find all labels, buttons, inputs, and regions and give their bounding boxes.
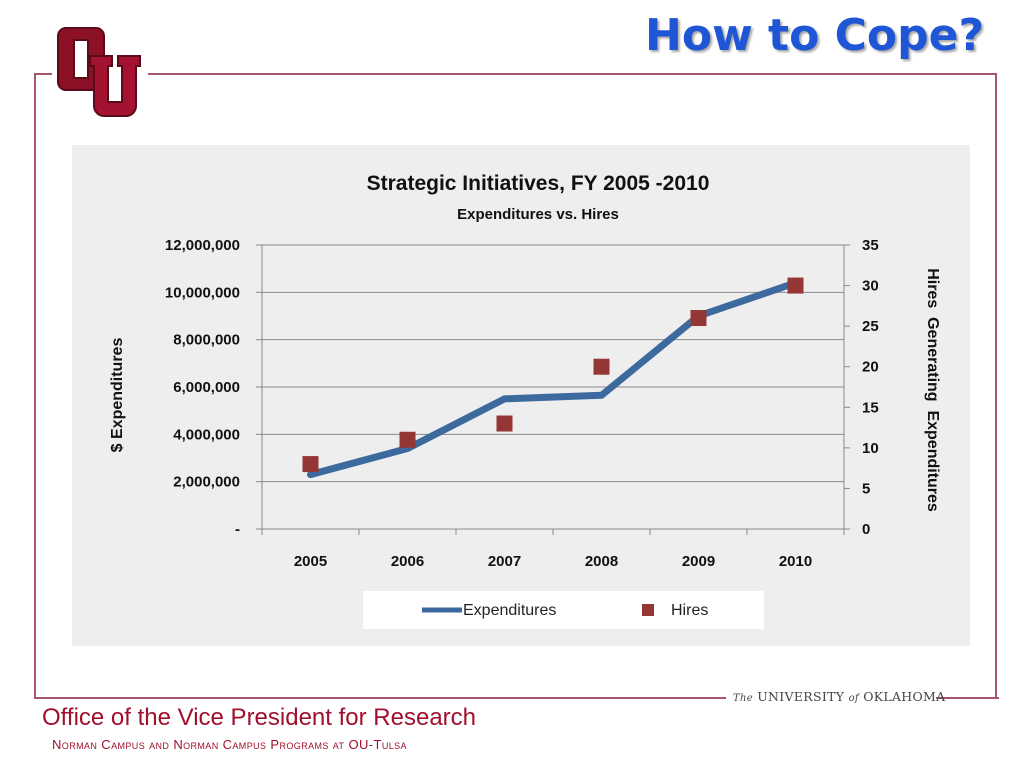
hires-point (593, 358, 610, 375)
frame-bottom-rule-right (936, 697, 999, 699)
y2-tick-label: 10 (862, 440, 879, 457)
y-tick-label: 12,000,000 (165, 237, 240, 254)
y-tick-label: 2,000,000 (173, 474, 240, 491)
y-tick-label: 6,000,000 (173, 379, 240, 396)
chart-title: Strategic Initiatives, FY 2005 -2010 (367, 172, 710, 195)
x-tick-label: 2009 (682, 553, 715, 570)
y-tick-label: 10,000,000 (165, 284, 240, 301)
y2-tick-label: 35 (862, 237, 879, 254)
y2-tick-label: 20 (862, 359, 879, 376)
hires-point (496, 415, 513, 432)
slide-title: How to Cope? (645, 10, 984, 61)
x-tick-label: 2007 (488, 553, 521, 570)
series-line-expenditures (307, 279, 799, 479)
y-tick-label: - (235, 521, 240, 538)
x-tick-label: 2008 (585, 553, 618, 570)
y2-tick-label: 5 (862, 480, 870, 497)
frame-bottom-rule (34, 697, 726, 699)
chart-svg: Strategic Initiatives, FY 2005 -2010 Exp… (109, 172, 941, 629)
university-state: OKLAHOMA (863, 689, 946, 704)
chart-subtitle: Expenditures vs. Hires (457, 206, 619, 223)
legend: Expenditures Hires (363, 591, 764, 629)
ou-logo (52, 20, 148, 128)
x-tick-label: 2005 (294, 553, 327, 570)
y2-tick-label: 25 (862, 318, 879, 335)
university-of: of (848, 693, 859, 704)
university-main: UNIVERSITY (757, 689, 845, 704)
university-wordmark: The UNIVERSITY of OKLAHOMA (733, 689, 945, 704)
x-tick-label: 2010 (779, 553, 812, 570)
y-tick-label: 8,000,000 (173, 332, 240, 349)
y2-axis-label: Hires Generating Expenditures (924, 268, 941, 512)
y-tick-label: 4,000,000 (173, 426, 240, 443)
y2-tick-label: 15 (862, 399, 879, 416)
legend-swatch-hires (642, 604, 654, 616)
x-tick-label: 2006 (391, 553, 424, 570)
university-the: The (733, 693, 753, 704)
hires-point (302, 456, 319, 473)
y-axis-label: $ Expenditures (109, 338, 126, 453)
hires-point (399, 431, 416, 448)
footer-title: Office of the Vice President for Researc… (42, 704, 477, 731)
hires-point (787, 277, 804, 294)
y2-tick-label: 30 (862, 278, 879, 295)
legend-label-hires: Hires (671, 602, 708, 619)
slide-frame (34, 73, 997, 699)
y2-tick-label: 0 (862, 521, 870, 538)
legend-label-expenditures: Expenditures (463, 602, 556, 619)
chart-area: Strategic Initiatives, FY 2005 -2010 Exp… (72, 145, 970, 646)
hires-point (690, 310, 707, 327)
footer-subtitle: Norman Campus and Norman Campus Programs… (52, 737, 407, 752)
